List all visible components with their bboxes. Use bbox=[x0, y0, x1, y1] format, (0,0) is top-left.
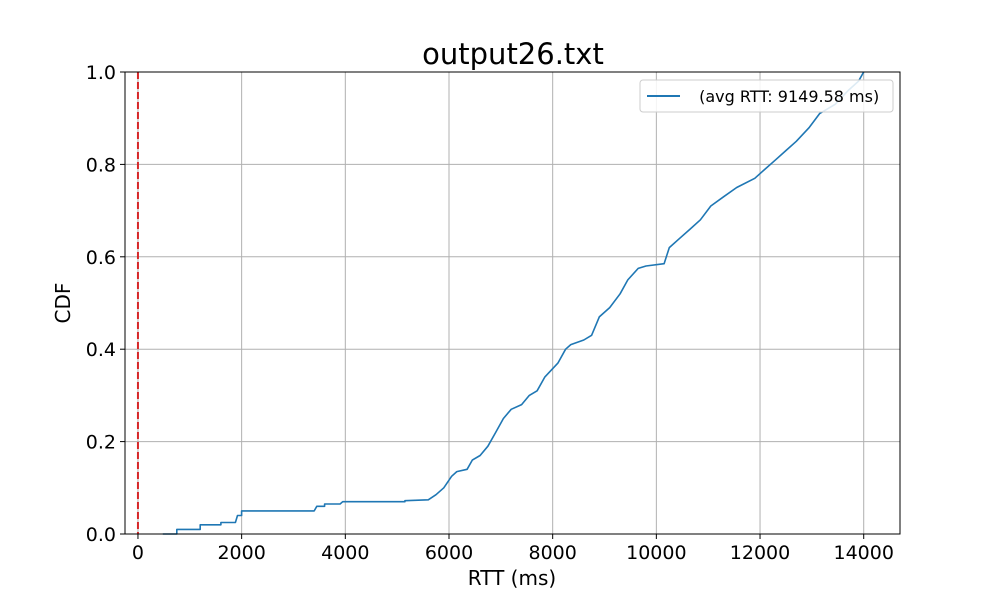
y-tick-label: 0.8 bbox=[86, 154, 116, 176]
y-axis-label: CDF bbox=[51, 283, 75, 324]
x-tick-label: 14000 bbox=[833, 542, 893, 564]
legend-box bbox=[639, 79, 894, 113]
y-tick-label: 1.0 bbox=[86, 62, 116, 84]
y-tick-label: 0.0 bbox=[86, 524, 116, 546]
ticks: 0 2000 4000 6000 8000 10000 12000 14000 0.0 0.2 0.… bbox=[86, 62, 894, 564]
x-tick-label: 10000 bbox=[626, 542, 686, 564]
x-tick-label: 2000 bbox=[217, 542, 265, 564]
legend-entry: (avg RTT: 9149.58 ms) bbox=[694, 87, 879, 106]
series-line bbox=[162, 71, 865, 535]
x-tick-label: 6000 bbox=[425, 542, 473, 564]
x-tick-label: 8000 bbox=[528, 542, 576, 564]
y-tick-label: 0.6 bbox=[86, 247, 116, 269]
x-tick-label: 12000 bbox=[730, 542, 790, 564]
y-tick-label: 0.2 bbox=[86, 432, 116, 454]
series-layer bbox=[162, 71, 865, 535]
x-tick-label: 4000 bbox=[321, 542, 369, 564]
y-tick-label: 0.4 bbox=[86, 339, 116, 361]
grid bbox=[125, 71, 900, 535]
legend: (avg RTT: 9149.58 ms) bbox=[639, 79, 894, 113]
chart-title: output26.txt bbox=[422, 37, 604, 71]
plot-frame bbox=[124, 71, 901, 535]
x-tick-label: 0 bbox=[132, 542, 144, 564]
x-axis-label: RTT (ms) bbox=[468, 566, 556, 590]
